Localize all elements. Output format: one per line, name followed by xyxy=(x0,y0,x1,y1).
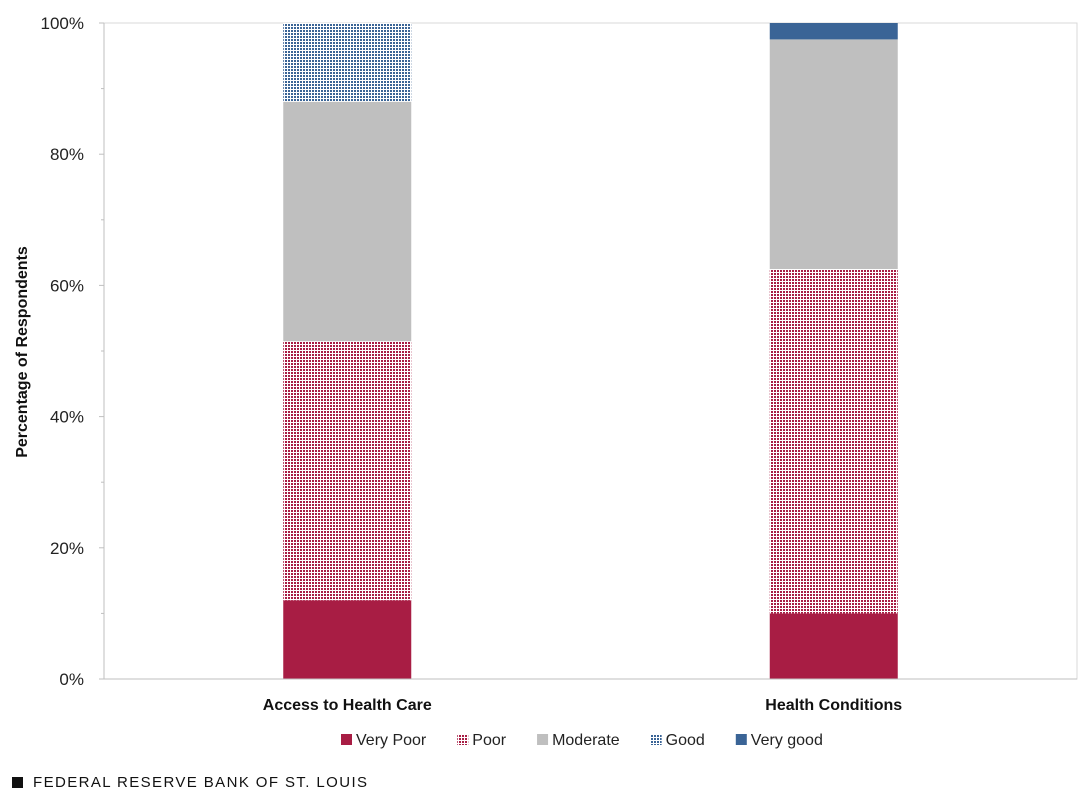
y-axis-title: Percentage of Respondents xyxy=(14,246,31,458)
legend-label: Good xyxy=(666,732,705,749)
legend-item-very-poor: Very Poor xyxy=(341,732,427,749)
legend-swatch xyxy=(537,734,549,745)
legend-swatch xyxy=(735,734,747,745)
plot-area xyxy=(103,22,1078,680)
legend-label: Very Poor xyxy=(356,732,427,749)
y-tick-label: 40% xyxy=(50,408,84,427)
x-category-label: Access to Health Care xyxy=(263,697,432,714)
stacked-bar-chart: 0% 20% 40% 60% 80% 100% Access to Health Care… xyxy=(14,14,1078,749)
bar-segment-poor xyxy=(283,341,412,601)
bar-segment-very-good xyxy=(769,23,898,40)
legend-item-moderate: Moderate xyxy=(537,732,620,749)
y-tick-label: 100% xyxy=(41,14,84,33)
footer-square-icon xyxy=(12,777,23,788)
bar-segment-moderate xyxy=(283,101,412,342)
y-tick-label: 60% xyxy=(50,276,84,295)
bar-segment-very-poor xyxy=(769,613,898,679)
bar-segment-very-poor xyxy=(283,600,412,679)
bar-segment-poor xyxy=(769,269,898,614)
legend-swatch xyxy=(341,734,352,745)
bar-segment-good xyxy=(283,23,412,102)
x-category-label: Health Conditions xyxy=(765,697,902,714)
footer-source: FEDERAL RESERVE BANK OF ST. LOUIS xyxy=(33,774,369,791)
legend-label: Moderate xyxy=(552,732,620,749)
legend-label: Very good xyxy=(751,732,823,749)
y-tick-label: 80% xyxy=(50,145,84,164)
legend-label: Poor xyxy=(472,732,506,749)
y-tick-label: 20% xyxy=(50,539,84,558)
footer: FEDERAL RESERVE BANK OF ST. LOUIS xyxy=(12,774,368,791)
legend-swatch xyxy=(650,734,662,745)
legend-item-poor: Poor xyxy=(457,732,507,749)
legend-swatch xyxy=(457,734,469,745)
y-tick-label: 0% xyxy=(59,670,84,689)
bar-segment-moderate xyxy=(769,39,898,270)
legend-item-very-good: Very good xyxy=(735,732,823,749)
legend-item-good: Good xyxy=(650,732,705,749)
legend: Very Poor Poor Moderate Good Very good xyxy=(341,732,823,749)
